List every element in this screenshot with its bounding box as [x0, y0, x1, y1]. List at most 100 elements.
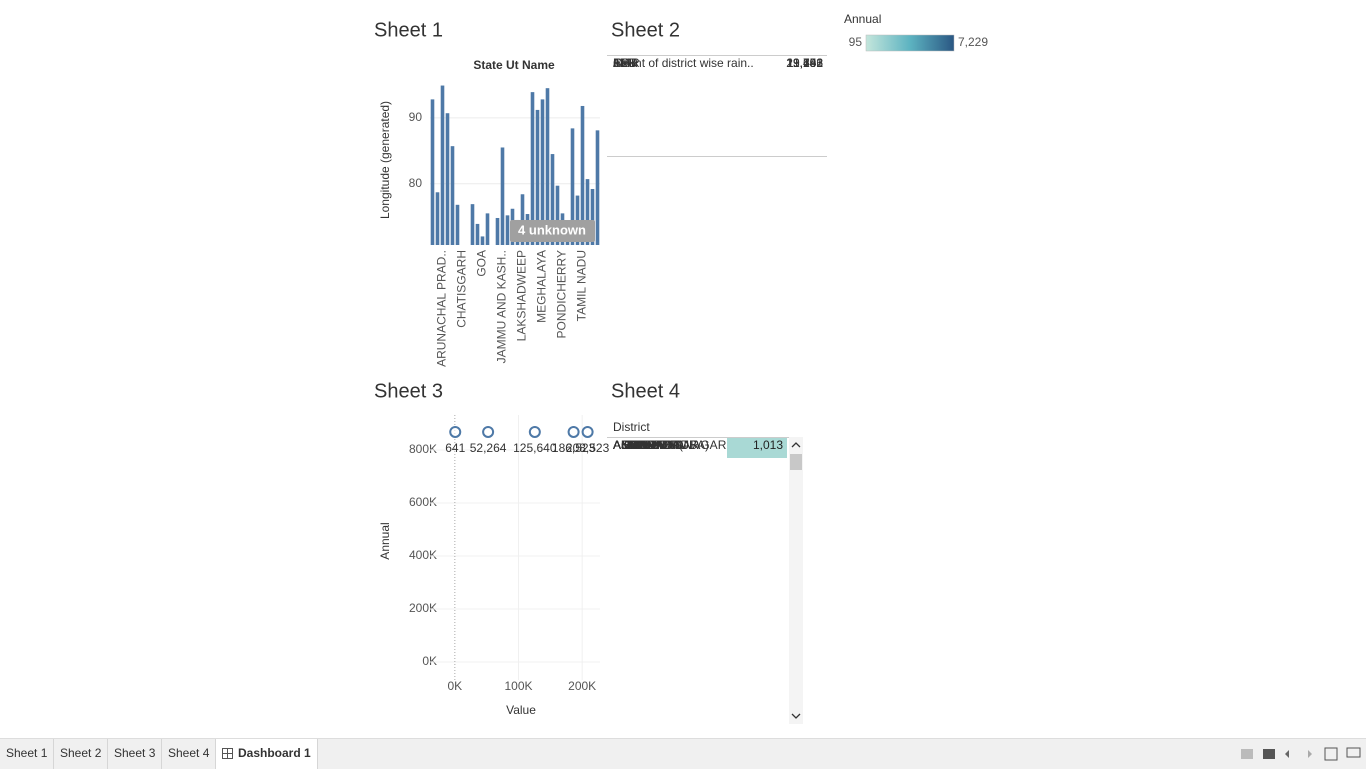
bar — [530, 92, 535, 246]
x-tick-label: LAKSHADWEEP — [515, 250, 529, 341]
row-label: APR — [613, 56, 638, 70]
x-tick-label: ARUNACHAL PRAD.. — [435, 250, 449, 367]
bar — [595, 130, 600, 245]
x-tick-label: JAMMU AND KASH.. — [495, 250, 509, 363]
y-tick-label: 600K — [409, 495, 437, 509]
dashboard: Sheet 1 Sheet 2 Sheet 3 Sheet 4 Annual 9… — [374, 12, 988, 717]
scroll-thumb[interactable] — [790, 454, 802, 470]
x-tick-label: GOA — [475, 250, 489, 277]
dashboard-icon — [222, 748, 233, 759]
bar — [485, 213, 490, 245]
sheet4-table: ADILABAD1,120AGRA775AHMEDABAD640AHMEDNAG… — [607, 437, 789, 725]
district: ALWAR — [613, 438, 655, 452]
row-value: 641 — [802, 56, 823, 70]
bar — [505, 215, 510, 245]
legend-max: 7,229 — [958, 35, 988, 49]
bar — [500, 147, 505, 245]
annotation: 4 unknown — [518, 222, 586, 237]
x-axis-title: Value — [506, 703, 536, 717]
x-tick-label: 100K — [504, 679, 532, 693]
row-value: 13,451 — [786, 56, 823, 70]
district: ALIRAJPUR(JBA) — [613, 438, 710, 452]
district: ALLAHABAD — [613, 438, 684, 452]
y-tick-label: 200K — [409, 601, 437, 615]
district: ALIGARH — [613, 438, 666, 452]
sheet-title: Sheet 3 — [374, 380, 443, 402]
row-label: Count of district wise rain.. — [613, 56, 754, 70]
bar — [520, 194, 525, 245]
row-value: 11,766 — [787, 56, 823, 70]
data-label: 52,264 — [470, 441, 507, 455]
district: ALMORA — [613, 438, 664, 452]
x-tick-label: TAMIL NADU — [575, 250, 589, 321]
district: AMBALA — [613, 438, 662, 452]
y-tick-label: 0K — [422, 654, 437, 668]
sheet-title: Sheet 1 — [374, 19, 443, 41]
row-value: 19,252 — [786, 56, 823, 70]
scroll-arrows — [791, 442, 801, 719]
sheet-title: Sheet 4 — [611, 380, 680, 402]
bar — [470, 204, 475, 245]
y-axis-title: Annual — [378, 522, 392, 559]
bar — [580, 105, 585, 245]
x-tick-label: CHATISGARH — [455, 250, 469, 328]
cell-value: 1,013 — [752, 438, 783, 452]
tab[interactable]: Dashboard 1 — [216, 739, 318, 769]
bar — [550, 154, 555, 245]
bar — [570, 128, 575, 245]
y-tick-label: 800K — [409, 442, 437, 456]
tab-bar: Sheet 1 Sheet 2 Sheet 3 Sheet 4 Dashboard 1 — [0, 738, 1366, 769]
x-tick-label: 200K — [568, 679, 596, 693]
district: AIZAWL — [613, 438, 658, 452]
point — [528, 425, 541, 438]
data-label: 186,523 — [552, 441, 596, 455]
x-tick-label: MEGHALAYA — [535, 250, 549, 323]
legend-ramp — [865, 34, 955, 52]
heat-cell: 1,013 — [727, 438, 787, 458]
bar — [445, 113, 450, 245]
x-axis-title: State Ut Name — [473, 58, 555, 72]
bar — [455, 204, 460, 245]
bar — [480, 236, 485, 245]
district: AKOLA — [613, 438, 654, 452]
row-label: FEB — [613, 56, 637, 70]
toolbar-icons — [1241, 747, 1361, 761]
annotation-box — [510, 220, 595, 242]
legend-title: Annual — [844, 12, 881, 26]
district: AJMER — [613, 438, 654, 452]
bar — [545, 88, 550, 246]
bar — [430, 99, 435, 245]
bar — [555, 185, 560, 245]
data-label: 641 — [445, 441, 465, 455]
bar — [495, 217, 500, 245]
bar — [540, 99, 545, 245]
scrollbar[interactable] — [789, 437, 803, 724]
data-label: 208,523 — [566, 441, 610, 455]
row-label: JAN — [613, 56, 636, 70]
tab[interactable]: Sheet 3 — [108, 739, 163, 769]
tab[interactable]: Sheet 4 — [162, 739, 217, 769]
bar — [590, 188, 595, 245]
column-header: District — [613, 420, 650, 434]
bar — [475, 223, 480, 245]
district: AGRA — [613, 438, 648, 452]
y-tick-label: 90 — [409, 110, 423, 124]
tab[interactable]: Sheet 2 — [54, 739, 109, 769]
district: ADILABAD — [613, 438, 673, 452]
y-axis-title: Longitude (generated) — [378, 101, 392, 219]
point — [449, 425, 462, 438]
sheet2-table: APR 29,193 Count of district wise rain.. 64… — [607, 55, 827, 157]
district: AHMEDABAD — [613, 438, 690, 452]
y-tick-label: 80 — [409, 176, 423, 190]
x-tick-label: 0K — [447, 679, 462, 693]
district: AHMEDNAGAR — [613, 438, 700, 452]
bar — [535, 109, 540, 245]
tab[interactable]: Sheet 1 — [0, 739, 55, 769]
bar — [585, 179, 590, 245]
sheet-title: Sheet 2 — [611, 19, 680, 41]
point — [482, 425, 495, 438]
bar — [440, 85, 445, 245]
y-tick-label: 400K — [409, 548, 437, 562]
point — [581, 425, 594, 438]
